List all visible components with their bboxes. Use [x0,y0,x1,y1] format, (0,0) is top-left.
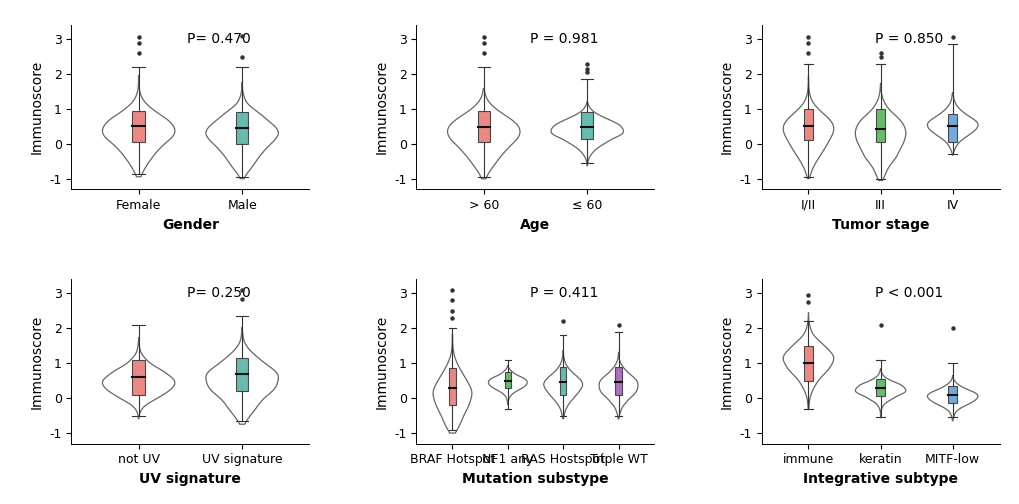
Bar [803,109,812,141]
X-axis label: Integrative subtype: Integrative subtype [802,472,957,486]
Y-axis label: Immunoscore: Immunoscore [719,60,734,154]
Text: P = 0.850: P = 0.850 [874,32,943,46]
Bar [803,346,812,381]
X-axis label: Tumor stage: Tumor stage [832,218,928,231]
Bar [948,114,956,142]
Polygon shape [598,352,637,419]
X-axis label: Age: Age [520,218,550,231]
Polygon shape [550,102,623,166]
Polygon shape [543,350,582,419]
Bar [132,111,145,142]
Bar [581,112,593,139]
Polygon shape [488,365,527,405]
Bar [948,386,956,403]
Text: P= 0.250: P= 0.250 [186,286,251,300]
Bar [614,367,622,395]
Bar [477,111,489,142]
Polygon shape [102,76,174,177]
X-axis label: UV signature: UV signature [140,472,242,486]
Y-axis label: Immunoscore: Immunoscore [374,60,388,154]
Bar [448,368,455,405]
Polygon shape [447,88,520,179]
Bar [235,358,248,391]
Polygon shape [206,327,278,424]
Text: P= 0.470: P= 0.470 [186,32,251,46]
Polygon shape [926,93,977,155]
Y-axis label: Immunoscore: Immunoscore [374,314,388,409]
Text: P = 0.411: P = 0.411 [529,286,598,300]
Bar [875,379,884,397]
Polygon shape [855,368,905,418]
Polygon shape [206,82,278,178]
X-axis label: Mutation substype: Mutation substype [462,472,608,486]
Text: P < 0.001: P < 0.001 [874,286,943,300]
Y-axis label: Immunoscore: Immunoscore [719,314,734,409]
Bar [559,367,566,395]
Polygon shape [102,338,174,419]
Bar [504,372,511,388]
Y-axis label: Immunoscore: Immunoscore [30,60,44,154]
Polygon shape [783,312,833,409]
Bar [132,360,145,395]
Text: P = 0.981: P = 0.981 [529,32,598,46]
Bar [235,112,248,144]
Y-axis label: Immunoscore: Immunoscore [30,314,44,409]
Polygon shape [926,375,977,421]
Polygon shape [783,76,833,178]
X-axis label: Gender: Gender [162,218,219,231]
Bar [875,109,884,142]
Polygon shape [433,334,472,433]
Polygon shape [855,83,905,180]
